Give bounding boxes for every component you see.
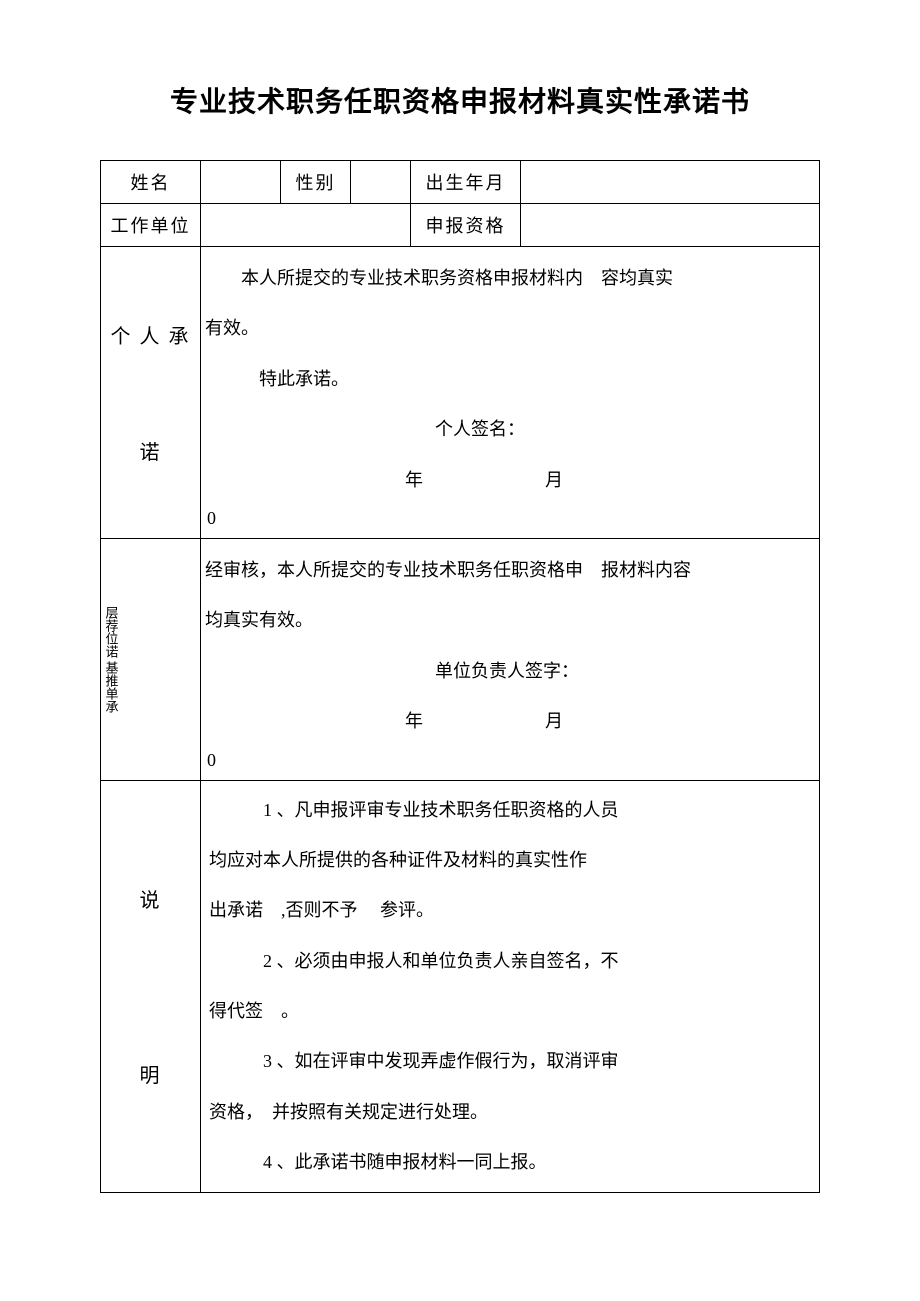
unit-content: 经审核，本人所提交的专业技术职务任职资格申 报材料内容 均真实有效。 单位负责人… bbox=[201, 539, 819, 780]
label-qualification: 申报资格 bbox=[411, 204, 521, 247]
value-gender bbox=[351, 161, 411, 204]
note-2b: 得代签 。 bbox=[209, 986, 811, 1036]
unit-date: 年 月 bbox=[205, 696, 815, 746]
note-2a: 2 、必须由申报人和单位负责人亲自签名，不 bbox=[209, 936, 811, 986]
note-3b: 资格， 并按照有关规定进行处理。 bbox=[209, 1087, 811, 1137]
unit-text-1: 经审核，本人所提交的专业技术职务任职资格申 报材料内容 bbox=[205, 545, 815, 595]
note-4: 4 、此承诺书随申报材料一同上报。 bbox=[209, 1137, 811, 1187]
label-personal: 个 人 承 诺 bbox=[101, 247, 200, 538]
personal-text-1b: 有效。 bbox=[205, 303, 815, 353]
label-unit-col2: 基推单承 bbox=[101, 661, 121, 713]
value-birth bbox=[521, 161, 820, 204]
personal-text-1: 本人所提交的专业技术职务资格申报材料内 容均真实 bbox=[241, 268, 673, 288]
label-workunit: 工作单位 bbox=[101, 204, 201, 247]
label-unit-col1: 层荐位诺 bbox=[101, 606, 121, 658]
value-qualification bbox=[521, 204, 820, 247]
note-3a: 3 、如在评审中发现弄虚作假行为，取消评审 bbox=[209, 1036, 811, 1086]
row-unit-commitment: 层荐位诺 基推单承 经审核，本人所提交的专业技术职务任职资格申 报材料内容 均真… bbox=[101, 538, 820, 780]
row-workunit: 工作单位 申报资格 bbox=[101, 204, 820, 247]
row-notes: 说 明 1 、凡申报评审专业技术职务任职资格的人员 均应对本人所提供的各种证件及… bbox=[101, 780, 820, 1192]
label-name: 姓名 bbox=[101, 161, 201, 204]
personal-zero: 0 bbox=[205, 505, 815, 532]
personal-content: 本人所提交的专业技术职务资格申报材料内 容均真实 有效。 特此承诺。 个人签名：… bbox=[201, 247, 819, 538]
label-unit: 层荐位诺 基推单承 bbox=[101, 559, 121, 759]
label-birth: 出生年月 bbox=[411, 161, 521, 204]
note-1b: 均应对本人所提供的各种证件及材料的真实性作 bbox=[209, 835, 811, 885]
personal-signature: 个人签名： bbox=[205, 404, 815, 454]
unit-signature: 单位负责人签字： bbox=[205, 646, 815, 696]
document-title: 专业技术职务任职资格申报材料真实性承诺书 bbox=[100, 80, 820, 120]
personal-text-2: 特此承诺。 bbox=[205, 354, 815, 404]
label-personal-line2: 诺 bbox=[140, 436, 162, 465]
label-personal-line1: 个 人 承 bbox=[111, 320, 191, 349]
form-table: 姓名 性别 出生年月 工作单位 申报资格 个 人 承 诺 本人所提交的专业技术职… bbox=[100, 160, 820, 1193]
value-workunit bbox=[201, 204, 411, 247]
label-notes: 说 明 bbox=[101, 781, 200, 1192]
label-gender: 性别 bbox=[281, 161, 351, 204]
row-personal-commitment: 个 人 承 诺 本人所提交的专业技术职务资格申报材料内 容均真实 有效。 特此承… bbox=[101, 247, 820, 539]
label-notes-line2: 明 bbox=[140, 1059, 162, 1088]
label-notes-line1: 说 bbox=[140, 884, 162, 913]
personal-date: 年 月 bbox=[205, 455, 815, 505]
notes-content: 1 、凡申报评审专业技术职务任职资格的人员 均应对本人所提供的各种证件及材料的真… bbox=[201, 781, 819, 1192]
note-1a: 1 、凡申报评审专业技术职务任职资格的人员 bbox=[209, 785, 811, 835]
row-identity: 姓名 性别 出生年月 bbox=[101, 161, 820, 204]
unit-zero: 0 bbox=[205, 747, 815, 774]
value-name bbox=[201, 161, 281, 204]
unit-text-1b: 均真实有效。 bbox=[205, 595, 815, 645]
note-1c: 出承诺 ,否则不予 参评。 bbox=[209, 885, 811, 935]
